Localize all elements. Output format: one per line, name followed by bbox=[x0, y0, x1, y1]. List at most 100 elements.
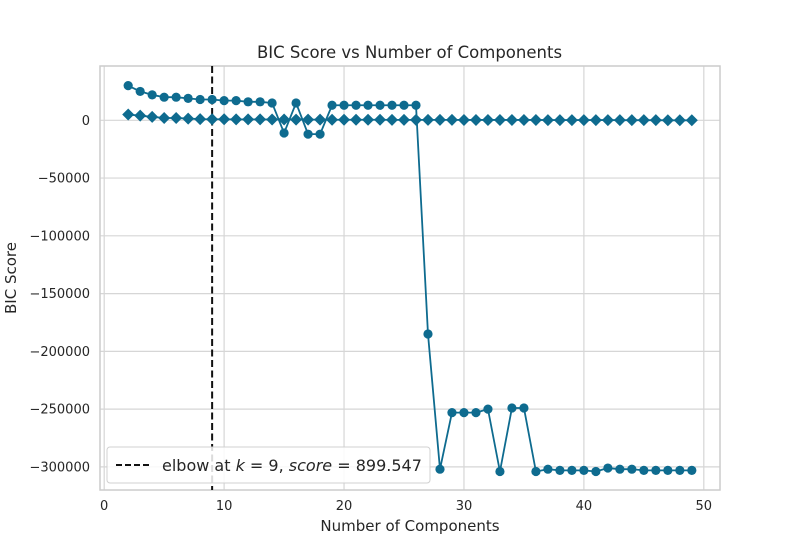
data-point-diamond bbox=[409, 113, 422, 126]
data-point-diamond bbox=[230, 113, 243, 126]
data-point-circle bbox=[627, 464, 637, 474]
data-point-circle bbox=[603, 463, 613, 473]
data-point-diamond bbox=[290, 113, 303, 126]
data-point-circle bbox=[435, 464, 445, 474]
data-point-diamond bbox=[601, 114, 614, 127]
data-point-circle bbox=[411, 100, 421, 110]
data-point-circle bbox=[363, 100, 373, 110]
data-point-circle bbox=[279, 128, 289, 138]
x-axis-label: Number of Components bbox=[320, 517, 499, 535]
legend: elbow at k = 9, score = 899.547 bbox=[106, 446, 431, 484]
y-tick-label: −100000 bbox=[29, 229, 90, 244]
data-point-circle bbox=[195, 94, 205, 105]
data-point-diamond bbox=[170, 111, 183, 124]
series-group bbox=[122, 81, 698, 477]
data-point-diamond bbox=[374, 113, 387, 126]
data-point-diamond bbox=[481, 113, 494, 126]
data-point-circle bbox=[579, 465, 589, 475]
data-point-circle bbox=[291, 98, 301, 108]
y-tick-label: −200000 bbox=[29, 345, 90, 360]
x-tick-label: 10 bbox=[216, 499, 233, 514]
x-tick-label: 0 bbox=[100, 499, 108, 514]
data-point-circle bbox=[243, 97, 253, 107]
data-point-diamond bbox=[338, 113, 351, 126]
x-tick-label: 20 bbox=[336, 499, 353, 514]
data-point-circle bbox=[687, 465, 697, 475]
data-point-circle bbox=[567, 465, 577, 475]
data-point-circle bbox=[531, 466, 541, 477]
data-point-circle bbox=[543, 464, 553, 474]
data-point-diamond bbox=[421, 113, 434, 126]
data-point-diamond bbox=[122, 108, 135, 121]
data-point-circle bbox=[207, 94, 217, 105]
axes-frame bbox=[99, 65, 721, 491]
data-point-circle bbox=[639, 465, 649, 475]
legend-label: elbow at k = 9, score = 899.547 bbox=[162, 456, 422, 475]
data-point-diamond bbox=[625, 114, 638, 127]
data-point-diamond bbox=[553, 114, 566, 127]
data-point-diamond bbox=[493, 113, 506, 126]
x-ticks: 0 10 20 30 40 50 bbox=[100, 499, 712, 514]
data-point-circle bbox=[423, 329, 433, 339]
data-point-circle bbox=[147, 90, 157, 100]
data-point-diamond bbox=[565, 114, 578, 127]
data-point-circle bbox=[591, 466, 601, 477]
data-point-circle bbox=[159, 92, 169, 102]
data-point-circle bbox=[495, 466, 505, 477]
data-point-diamond bbox=[577, 114, 590, 127]
y-tick-label: −250000 bbox=[29, 403, 90, 418]
data-point-diamond bbox=[529, 113, 542, 126]
data-point-diamond bbox=[254, 113, 267, 126]
y-tick-label: −50000 bbox=[38, 172, 90, 187]
data-point-diamond bbox=[302, 113, 315, 126]
x-tick-label: 30 bbox=[456, 499, 473, 514]
data-point-circle bbox=[483, 404, 493, 414]
data-point-circle bbox=[471, 407, 481, 418]
data-point-diamond bbox=[649, 114, 662, 127]
data-point-diamond bbox=[673, 114, 686, 127]
chart-title: BIC Score vs Number of Components bbox=[257, 43, 562, 62]
data-point-circle bbox=[339, 100, 349, 110]
data-point-circle bbox=[507, 403, 517, 413]
data-point-circle bbox=[447, 407, 457, 418]
data-point-diamond bbox=[194, 113, 207, 126]
data-point-circle bbox=[255, 97, 265, 107]
data-point-circle bbox=[315, 129, 325, 139]
y-ticks: 0 −50000 −100000 −150000 −200000 −250000 −3000… bbox=[29, 114, 90, 476]
data-point-diamond bbox=[661, 114, 674, 127]
data-point-diamond bbox=[182, 112, 195, 125]
data-point-diamond bbox=[637, 114, 650, 127]
data-point-circle bbox=[267, 98, 277, 108]
y-tick-label: −150000 bbox=[29, 287, 90, 302]
data-point-circle bbox=[219, 96, 229, 106]
data-point-diamond bbox=[242, 113, 255, 126]
data-point-circle bbox=[135, 86, 145, 97]
data-point-circle bbox=[183, 93, 193, 103]
data-point-diamond bbox=[314, 113, 327, 126]
plot-frame bbox=[99, 65, 721, 491]
grid bbox=[100, 66, 720, 490]
data-point-diamond bbox=[158, 111, 171, 124]
data-point-diamond bbox=[613, 114, 626, 127]
data-point-diamond bbox=[505, 113, 518, 126]
y-tick-label: 0 bbox=[82, 114, 90, 129]
data-point-circle bbox=[555, 465, 565, 475]
data-point-diamond bbox=[218, 113, 231, 126]
data-point-diamond bbox=[278, 113, 291, 126]
data-point-circle bbox=[615, 464, 625, 474]
data-point-diamond bbox=[350, 113, 363, 126]
data-point-diamond bbox=[517, 113, 530, 126]
data-point-diamond bbox=[266, 113, 279, 126]
data-point-diamond bbox=[433, 113, 446, 126]
data-point-circle bbox=[663, 465, 673, 475]
data-point-circle bbox=[303, 129, 313, 139]
data-point-diamond bbox=[386, 113, 399, 126]
data-point-circle bbox=[399, 100, 409, 110]
data-point-diamond bbox=[362, 113, 375, 126]
data-point-diamond bbox=[326, 113, 339, 126]
data-point-circle bbox=[231, 96, 241, 106]
data-point-circle bbox=[519, 403, 529, 413]
y-tick-label: −300000 bbox=[29, 460, 90, 475]
data-point-circle bbox=[387, 100, 397, 110]
